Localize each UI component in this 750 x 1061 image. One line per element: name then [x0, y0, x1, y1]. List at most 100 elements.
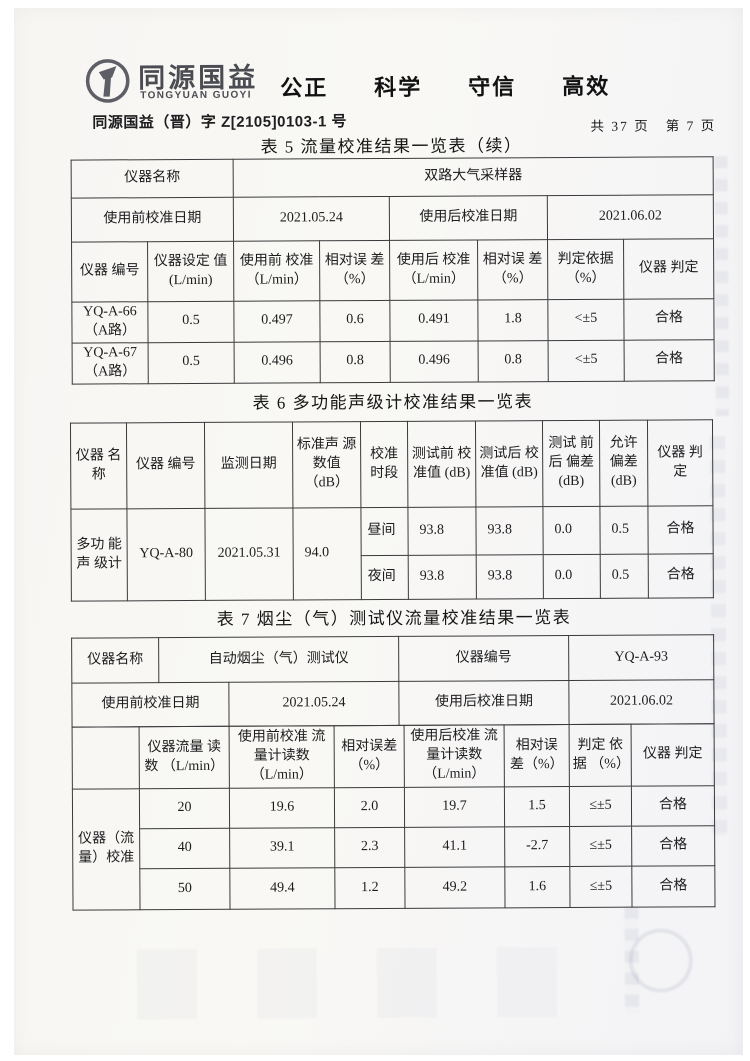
col-header: 允许 偏差 (dB) — [599, 420, 648, 507]
period-cell: 夜间 — [361, 555, 409, 600]
slogan-word: 科学 — [374, 74, 423, 101]
col-header: 仪器 判定 — [647, 419, 713, 507]
col-header: 仪器设定 值(L/min) — [147, 241, 234, 302]
instrument-id-cell: YQ-A-67 （A路） — [72, 342, 149, 384]
cell: 0.5 — [600, 554, 649, 599]
col-header: 监测日期 — [204, 421, 293, 509]
col-header: 仪器 编号 — [126, 422, 205, 509]
document-number: 同源国益（晋）字 Z[2105]0103-1 号 — [92, 113, 348, 132]
brand-name-en: TONGYUAN GUOYI — [140, 89, 252, 102]
result-cell: 合格 — [631, 825, 715, 867]
col-header: 判定 依据 （%） — [569, 724, 632, 787]
result-cell: 合格 — [623, 298, 715, 340]
col-header: 测试后 校准值 (dB) — [475, 420, 543, 507]
post-date-value: 2021.06.02 — [568, 679, 715, 725]
slogan-word: 公正 — [280, 75, 329, 101]
col-header: 使用后校准 流量计读数 （L/min） — [404, 724, 505, 788]
cell: 0.496 — [234, 341, 321, 383]
col-header: 判定依据 （%） — [547, 239, 624, 300]
instrument-name-value: 自动烟尘（气）测试仪 — [158, 636, 399, 683]
instrument-id-value: YQ-A-93 — [568, 634, 714, 681]
cell: 0.5 — [599, 506, 649, 555]
post-date-label: 使用后校准日期 — [389, 195, 548, 241]
row-group-label: 仪器（流 量）校准 — [72, 788, 141, 911]
result-cell: 合格 — [648, 553, 714, 599]
table-row: YQ-A-66 （A路） 0.5 0.497 0.6 0.491 1.8 <±5… — [71, 298, 715, 343]
tongyuan-logo-icon — [84, 57, 131, 104]
cell: 0.496 — [390, 340, 479, 383]
slogan: 公正 科学 守信 高效 — [280, 69, 610, 103]
instrument-name-label: 仪器名称 — [71, 637, 159, 684]
scanned-document-page: 同源国益 TONGYUAN GUOYI 公正 科学 守信 高效 同源国益（晋）字… — [14, 8, 743, 1055]
cell: 41.1 — [404, 826, 505, 868]
col-header: 仪器 名称 — [70, 422, 127, 510]
cell: 1.2 — [334, 867, 406, 909]
cell: 49.2 — [404, 866, 506, 909]
instrument-name-label: 仪器名称 — [71, 159, 234, 199]
cell: 19.6 — [229, 787, 335, 829]
cell: 40 — [139, 828, 230, 869]
cell: <±5 — [547, 299, 625, 341]
instrument-id-cell: YQ-A-80 — [126, 508, 206, 601]
cell: 0.0 — [542, 506, 601, 555]
date-cell: 2021.05.31 — [204, 507, 294, 601]
col-header: 仪器 编号 — [71, 241, 148, 303]
result-cell: 合格 — [631, 865, 716, 908]
cell: 0.5 — [148, 342, 235, 384]
table6-sound-level-calibration: 仪器 名称 仪器 编号 监测日期 标准声 源数值 （dB） 校准 时段 测试前 … — [70, 419, 714, 602]
cell: 2.3 — [334, 827, 405, 868]
table5-title: 表 5 流量校准结果一览表（续） — [260, 136, 523, 157]
cell: 93.8 — [475, 506, 544, 555]
cell: 1.8 — [477, 299, 549, 341]
post-date-value: 2021.06.02 — [547, 194, 714, 240]
table-row: 50 49.4 1.2 49.2 1.6 ≤±5 合格 — [73, 865, 716, 910]
col-header: 使用后 校准 （L/min） — [389, 239, 478, 301]
slogan-word: 守信 — [468, 74, 517, 100]
cell: 19.7 — [404, 786, 505, 828]
pre-date-label: 使用前校准日期 — [71, 682, 230, 728]
table-row: 40 39.1 2.3 41.1 -2.7 ≤±5 合格 — [73, 825, 715, 869]
result-cell: 合格 — [624, 339, 715, 381]
pre-date-value: 2021.05.24 — [228, 681, 400, 727]
bleedthrough-artifact — [714, 156, 729, 417]
col-header: 使用前 校准 （L/min） — [233, 240, 320, 302]
result-cell: 合格 — [647, 505, 714, 555]
cell: 0.8 — [320, 341, 391, 383]
col-header: 标准声 源数值 （dB） — [292, 421, 361, 508]
period-cell: 昼间 — [360, 507, 409, 556]
table-row: YQ-A-67 （A路） 0.5 0.496 0.8 0.496 0.8 <±5… — [72, 339, 715, 384]
cell: 0.497 — [233, 300, 321, 343]
table7-dust-tester-info: 仪器名称 自动烟尘（气）测试仪 仪器编号 YQ-A-93 使用前校准日期 202… — [71, 634, 715, 728]
cell: 0.5 — [147, 301, 235, 343]
col-header: 相对误差 （%） — [334, 725, 405, 788]
cell: ≤±5 — [569, 866, 633, 908]
cell: 39.1 — [229, 827, 335, 869]
instrument-id-cell: YQ-A-66 （A路） — [71, 301, 149, 343]
table7-flow-calibration-data: 仪器流量 读数 （L/min） 使用前校准 流量计读数 （L/min） 相对误差… — [72, 723, 716, 911]
col-header: 仪器流量 读数 （L/min） — [139, 726, 230, 789]
cell: 20 — [139, 788, 230, 829]
cell: 1.6 — [504, 866, 571, 908]
instrument-name-cell: 多功 能声 级计 — [70, 508, 128, 602]
table5-flow-calibration: 仪器名称 双路大气采样器 使用前校准日期 2021.05.24 使用后校准日期 … — [71, 156, 715, 384]
cell: 50 — [139, 868, 231, 910]
table-row: 仪器（流 量）校准 20 19.6 2.0 19.7 1.5 ≤±5 合格 — [72, 785, 715, 911]
col-header: 相对误 差（%） — [319, 240, 390, 301]
result-cell: 合格 — [631, 785, 715, 827]
empty-header-cell — [72, 726, 140, 790]
standard-value-cell: 94.0 — [292, 507, 362, 600]
instrument-name-value: 双路大气采样器 — [233, 156, 714, 198]
table6-title: 表 6 多功能声级计校准结果一览表 — [252, 392, 534, 413]
col-header: 校准 时段 — [360, 421, 408, 508]
col-header: 相对误 差（%） — [477, 239, 548, 300]
cell: 0.491 — [389, 299, 479, 342]
cell: -2.7 — [504, 826, 570, 867]
pre-date-label: 使用前校准日期 — [71, 197, 234, 243]
cell: <±5 — [548, 339, 625, 382]
post-date-label: 使用后校准日期 — [398, 680, 570, 726]
cell: 2.0 — [334, 787, 405, 828]
cell: 93.8 — [476, 554, 544, 599]
bleedthrough-logo-ghost — [628, 928, 693, 993]
col-header: 测试前 校准值 (dB) — [407, 420, 476, 508]
cell: 0.6 — [319, 300, 391, 342]
